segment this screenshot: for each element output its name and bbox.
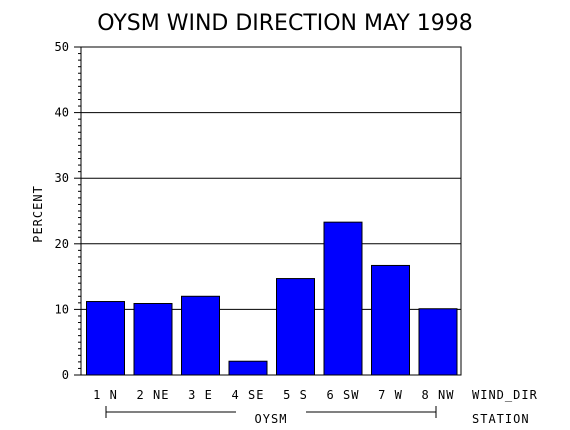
x-tick-label: 5 S bbox=[283, 388, 308, 402]
bar-3-e bbox=[181, 295, 220, 376]
x-tick-label: 7 W bbox=[378, 388, 403, 402]
x-tick-label: 6 SW bbox=[327, 388, 360, 402]
x-tick-label: 8 NW bbox=[422, 388, 455, 402]
bars bbox=[86, 221, 458, 376]
y-tick-label: 30 bbox=[55, 171, 69, 185]
x-tick-label: 3 E bbox=[188, 388, 213, 402]
y-axis-ticks: 0 10 20 30 40 50 bbox=[55, 40, 81, 382]
x-axis-label: WIND_DIR bbox=[472, 388, 538, 402]
bar-4-se bbox=[228, 360, 268, 376]
station-group-bracket bbox=[105, 406, 437, 418]
y-tick-label: 0 bbox=[62, 368, 69, 382]
bar-8-nw bbox=[418, 308, 458, 376]
x-tick-label: 1 N bbox=[93, 388, 118, 402]
x-axis-tick-labels: 1 N 2 NE 3 E 4 SE 5 S 6 SW 7 W 8 NW bbox=[93, 388, 455, 402]
bar-6-sw bbox=[323, 221, 363, 376]
bar-1-n bbox=[86, 301, 125, 376]
y-axis-label: PERCENT bbox=[31, 185, 45, 243]
bar-7-w bbox=[371, 264, 410, 376]
station-axis-label: STATION bbox=[472, 412, 530, 426]
chart-title: OYSM WIND DIRECTION MAY 1998 bbox=[97, 11, 473, 36]
y-tick-label: 40 bbox=[55, 106, 69, 120]
x-tick-label: 4 SE bbox=[232, 388, 265, 402]
y-tick-label: 20 bbox=[55, 237, 69, 251]
station-group-label: OYSM bbox=[255, 412, 288, 426]
x-tick-label: 2 NE bbox=[137, 388, 170, 402]
bar-5-s bbox=[276, 278, 315, 376]
y-tick-label: 10 bbox=[55, 302, 69, 316]
bar-2-ne bbox=[133, 302, 173, 376]
y-tick-label: 50 bbox=[55, 40, 69, 54]
